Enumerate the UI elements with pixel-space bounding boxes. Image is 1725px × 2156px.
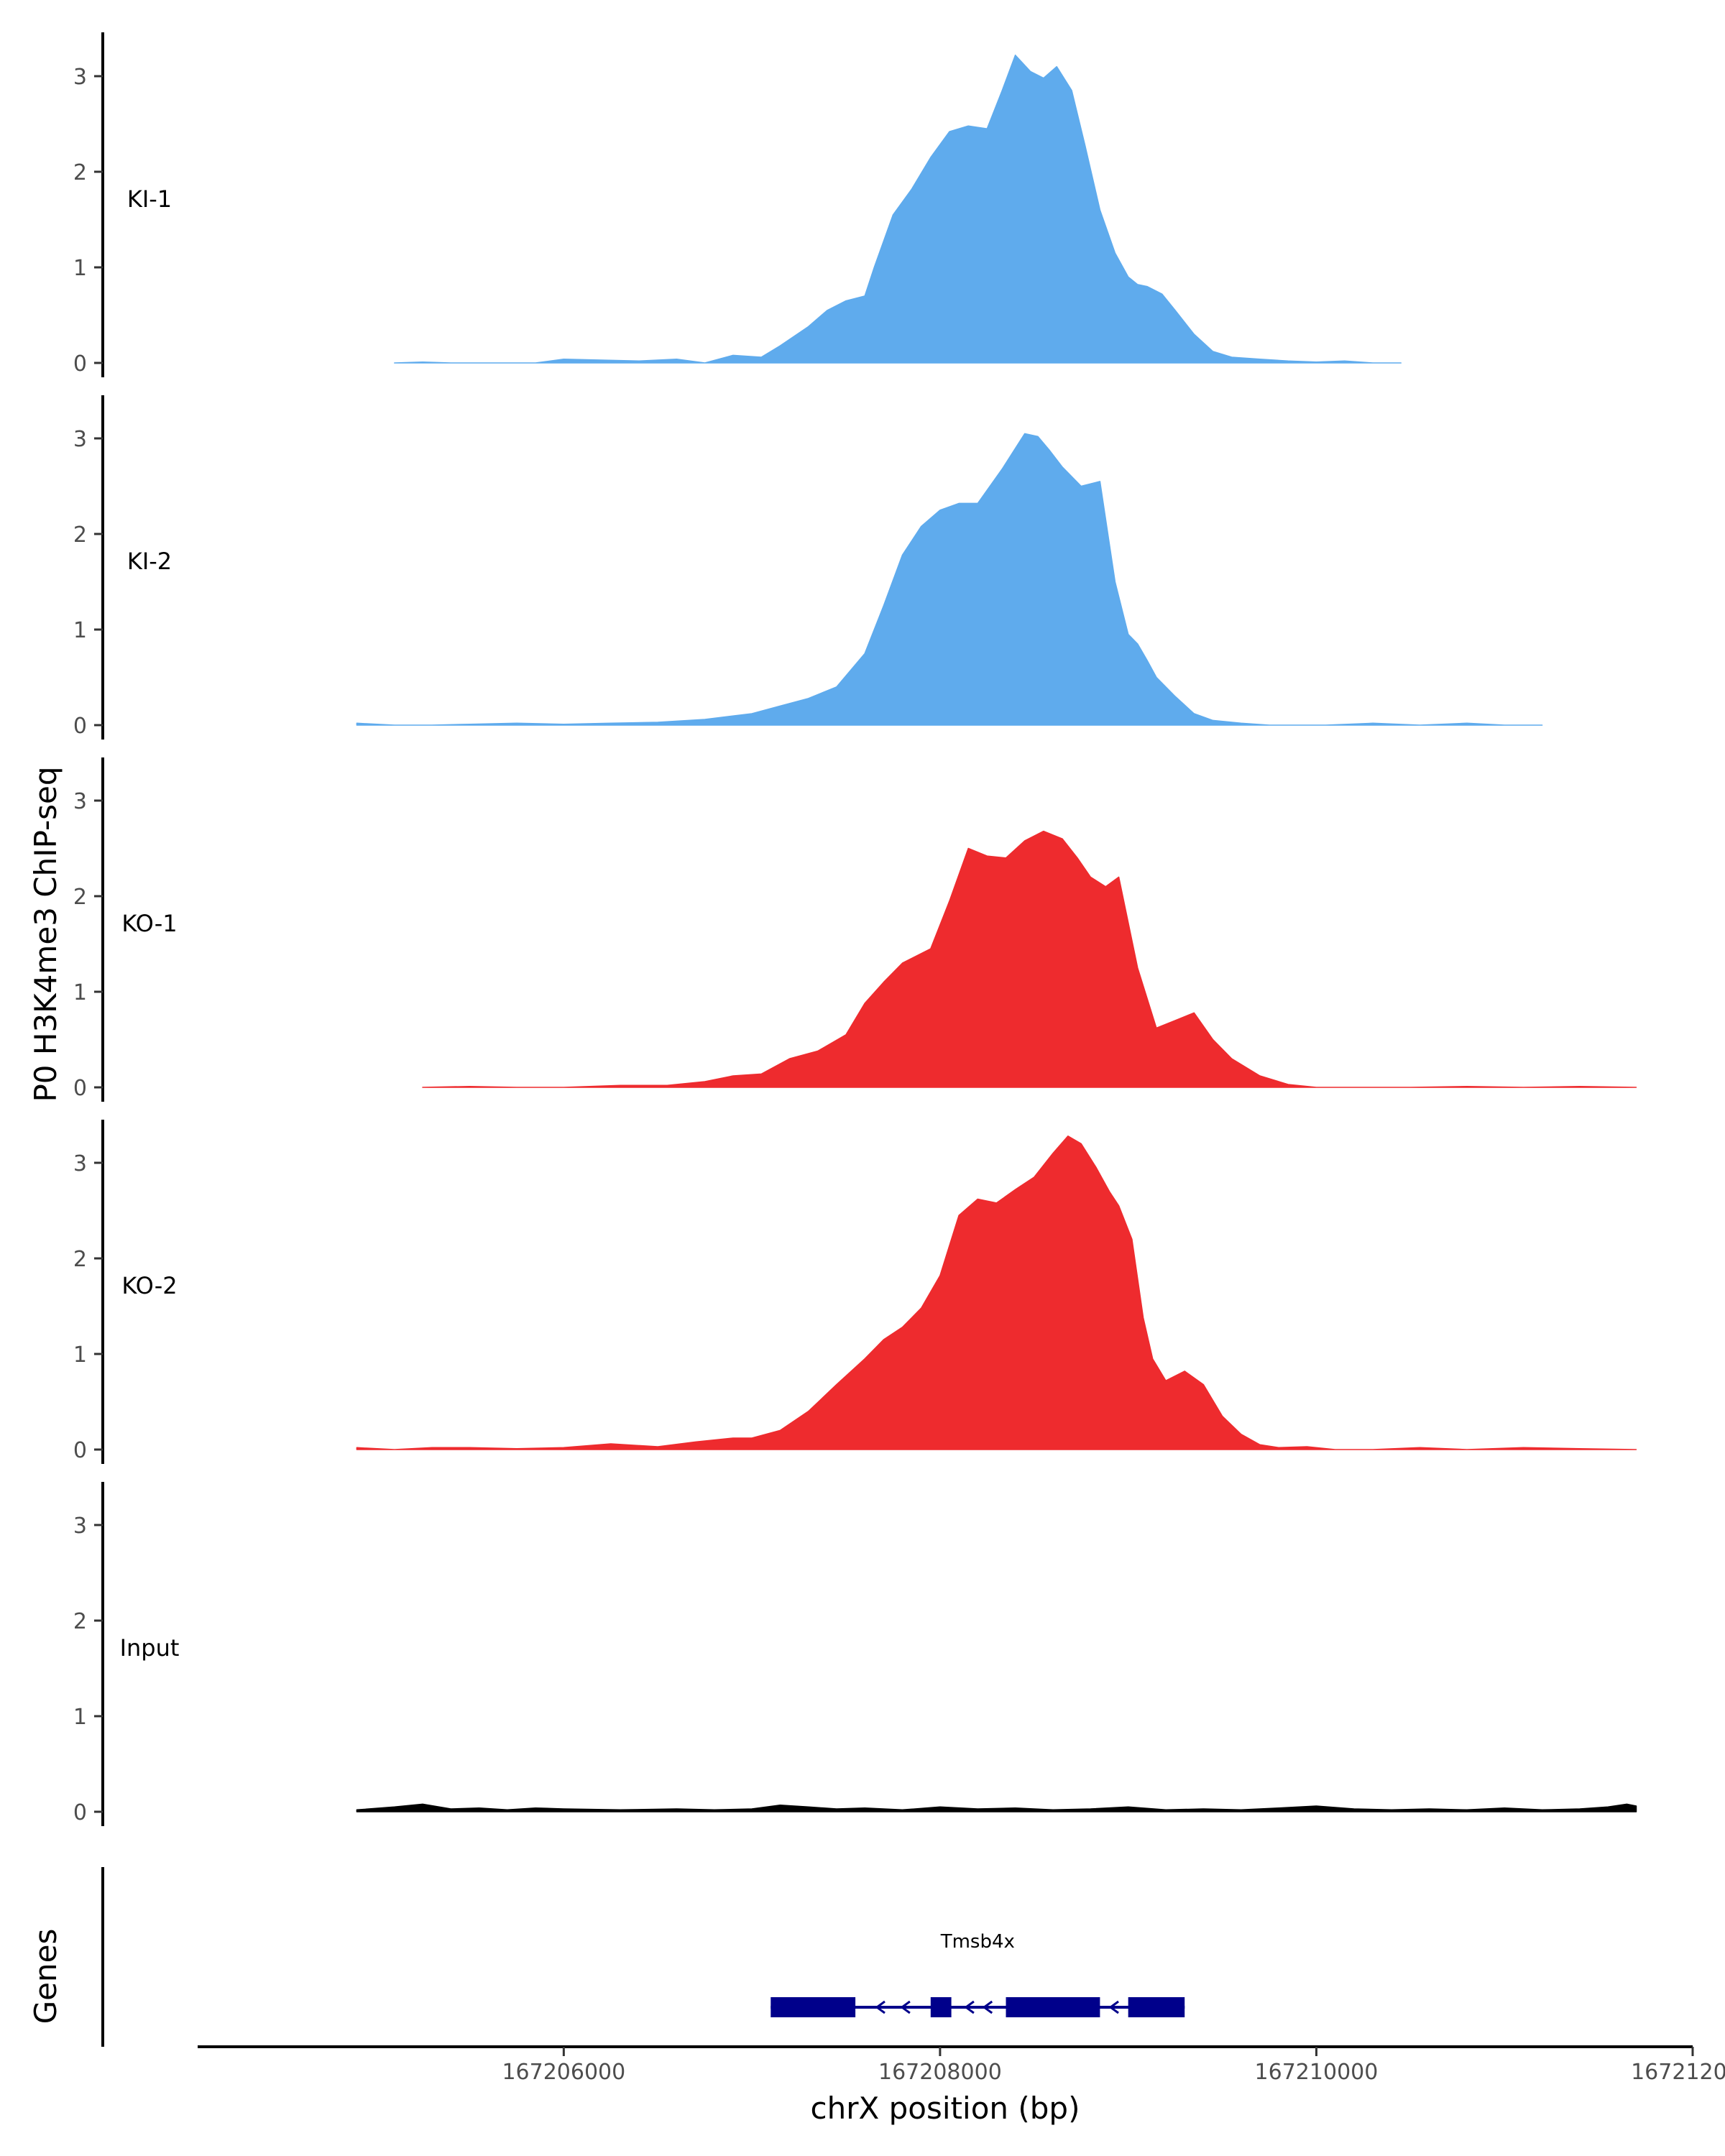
- x-axis-ticks: 167206000 167208000 167210000 167212000: [502, 2047, 1725, 2085]
- y-tick-label-ki-2-3: 3: [73, 427, 87, 452]
- signal-area-input: [356, 1803, 1637, 1812]
- strand-arrow-icon: [875, 2000, 886, 2014]
- y-tick-label-input-2: 2: [73, 1609, 87, 1634]
- track-ki-1: 0 1 2 3 KI-1: [73, 32, 1402, 377]
- x-axis-title: chrX position (bp): [811, 2091, 1080, 2126]
- strand-arrow-icon: [1108, 2000, 1119, 2014]
- track-label-input: Input: [120, 1634, 180, 1662]
- track-input: 0 1 2 3 Input: [73, 1482, 1637, 1826]
- y-tick-label-ko-2-0: 0: [73, 1438, 87, 1463]
- x-axis: 167206000 167208000 167210000 167212000 chr…: [198, 2045, 1725, 2126]
- y-tick-label-input-3: 3: [73, 1514, 87, 1539]
- gene-exon-2: [930, 1997, 952, 2017]
- gene-model-tmsb4x: [770, 1997, 1185, 2017]
- y-tick-label-ki-1-2: 2: [73, 160, 87, 185]
- y-tick-label-ki-1-1: 1: [73, 256, 87, 281]
- strand-arrow-icon: [982, 2000, 993, 2014]
- gene-exon-4: [1128, 1997, 1185, 2017]
- track-label-ko-1: KO-1: [121, 910, 177, 937]
- signal-area-ko-2: [356, 1135, 1637, 1450]
- strand-arrow-icon: [964, 2000, 975, 2014]
- y-tick-label-ki-2-1: 1: [73, 618, 87, 643]
- y-tick-label-ko-2-1: 1: [73, 1342, 87, 1368]
- track-ko-2: 0 1 2 3 KO-2: [73, 1120, 1637, 1464]
- track-ko-1: 0 1 2 3 KO-1: [73, 757, 1637, 1102]
- y-tick-label-ko-1-0: 0: [73, 1076, 87, 1101]
- y-axis-title: P0 H3K4me3 ChIP-seq: [28, 766, 63, 1102]
- x-tick-label-167208000: 167208000: [878, 2060, 1002, 2085]
- y-tick-label-ko-1-1: 1: [73, 980, 87, 1005]
- signal-area-ki-1: [394, 54, 1402, 364]
- track-label-ki-1: KI-1: [127, 185, 172, 213]
- track-label-ki-2: KI-2: [127, 548, 172, 575]
- gene-name-label: Tmsb4x: [940, 1931, 1015, 1953]
- x-tick-label-167206000: 167206000: [502, 2060, 625, 2085]
- y-tick-label-ki-1-3: 3: [73, 65, 87, 90]
- signal-area-ko-1: [422, 830, 1637, 1088]
- signal-area-ki-2: [356, 433, 1543, 726]
- track-ki-2: 0 1 2 3 KI-2: [73, 395, 1543, 740]
- y-tick-label-input-1: 1: [73, 1705, 87, 1730]
- signal-tracks: 0 1 2 3 KI-1 0 1 2 3 KI-2 0 1 2 3 KO-1 0 1 2 3 KO-2 0 1 2 3 Inpu…: [73, 32, 1637, 1826]
- y-tick-label-input-0: 0: [73, 1800, 87, 1825]
- x-tick-label-167210000: 167210000: [1255, 2060, 1379, 2085]
- genes-track-title: Genes: [28, 1929, 63, 2024]
- y-tick-label-ko-1-3: 3: [73, 789, 87, 814]
- y-tick-label-ko-2-2: 2: [73, 1247, 87, 1272]
- y-tick-label-ko-2-3: 3: [73, 1151, 87, 1176]
- strand-arrow-icon: [900, 2000, 911, 2014]
- genes-panel: Genes Tmsb4x: [28, 1867, 1185, 2047]
- y-tick-label-ko-1-2: 2: [73, 885, 87, 910]
- y-tick-label-ki-1-0: 0: [73, 351, 87, 377]
- y-tick-label-ki-2-0: 0: [73, 714, 87, 739]
- y-tick-label-ki-2-2: 2: [73, 522, 87, 548]
- gene-exon-3: [1006, 1997, 1100, 2017]
- x-tick-label-167212000: 167212000: [1631, 2060, 1725, 2085]
- track-label-ko-2: KO-2: [121, 1272, 177, 1299]
- gene-exon-1: [770, 1997, 856, 2017]
